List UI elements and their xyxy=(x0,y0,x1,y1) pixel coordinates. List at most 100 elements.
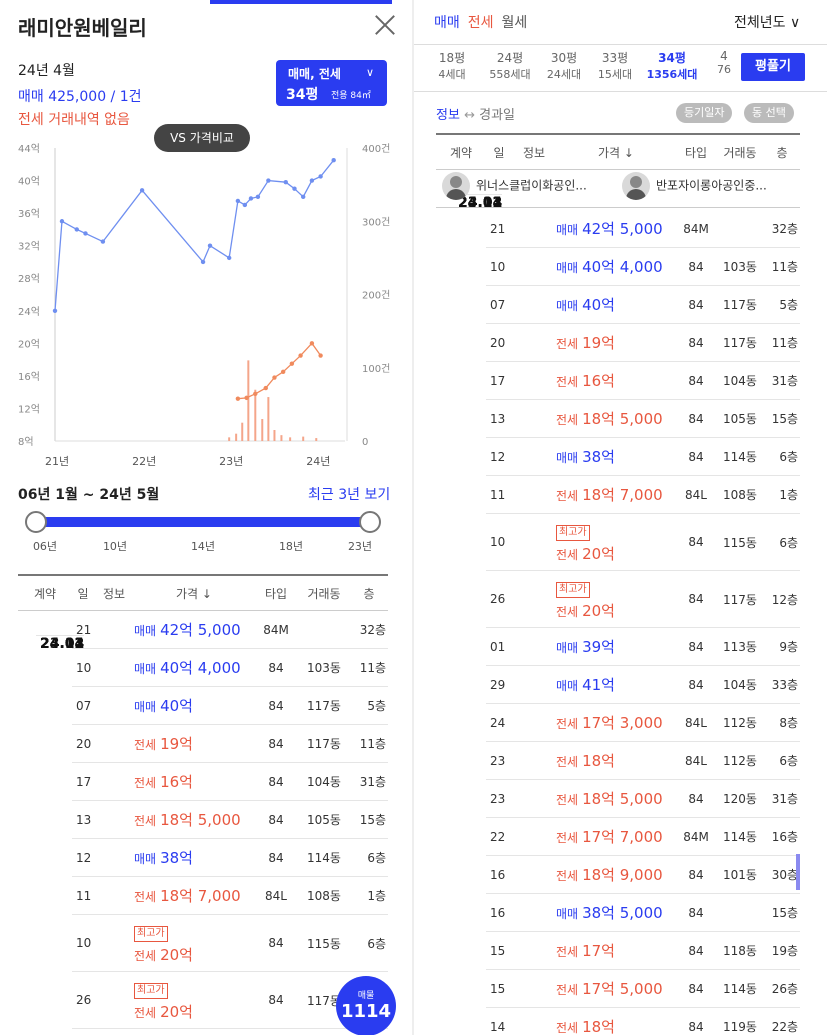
table-row[interactable]: 23 전세 18억 84L 112동 6층 xyxy=(436,741,800,780)
table-row[interactable]: 16 매매 38억 5,000 84 15층 xyxy=(436,893,800,932)
table-row[interactable]: 14 전세 18억 84 119동 22층 xyxy=(436,1007,800,1035)
unit-type: 84 xyxy=(254,762,298,801)
info-cell xyxy=(94,686,134,725)
pyeong-option[interactable]: 4 76 xyxy=(714,49,734,76)
table-row[interactable]: 11 전세 18억 7,000 84L 108동 1층 xyxy=(18,876,388,915)
household-count: 1356세대 xyxy=(646,68,698,81)
info-cell xyxy=(94,876,134,915)
floor: 11층 xyxy=(350,648,388,687)
listings-fab[interactable]: 매물 1114 xyxy=(336,976,396,1035)
building-dong: 103동 xyxy=(298,648,350,687)
table-row[interactable]: 24 전세 17억 3,000 84L 112동 8층 xyxy=(436,703,800,742)
right-col-header: 층 xyxy=(764,133,800,170)
slider-start-handle[interactable] xyxy=(25,511,47,533)
table-row[interactable]: 15 전세 17억 5,000 84 114동 26층 xyxy=(436,969,800,1008)
trade-kind: 전세 xyxy=(556,547,579,562)
pyeong-option[interactable]: 24평 558세대 xyxy=(480,49,540,82)
info-cell xyxy=(512,437,556,476)
floor: 26층 xyxy=(764,969,800,1008)
info-cell xyxy=(94,838,134,877)
scroll-indicator[interactable] xyxy=(796,854,800,890)
year-select[interactable]: 전체년도 ∨ xyxy=(734,12,800,32)
right-col-header[interactable]: 가격 ↓ xyxy=(556,133,676,170)
table-row[interactable]: 10 최고가 전세 20억 84 115동 6층 xyxy=(436,513,800,571)
recent-3y-link[interactable]: 최근 3년 보기 xyxy=(308,487,391,503)
price-chart[interactable]: 44억 40억 36억 32억 28억 24억 20억 16억 12억 8억 400건 300건 200… xyxy=(0,136,412,472)
building-dong: 120동 xyxy=(716,779,764,818)
left-col-header: 정보 xyxy=(94,574,134,611)
price-value: 16억 xyxy=(160,773,193,791)
table-row[interactable]: 24.03 10 매매 40억 4,000 84 103동 11층 xyxy=(436,194,800,286)
right-col-header: 일 xyxy=(486,133,512,170)
chevron-down-icon: ∨ xyxy=(366,66,375,79)
left-col-header[interactable]: 가격 ↓ xyxy=(134,574,254,611)
table-row[interactable]: 22 전세 17억 7,000 84M 114동 16층 xyxy=(436,817,800,856)
table-row[interactable]: 01 매매 39억 84 113동 9층 xyxy=(436,627,800,666)
info-cell xyxy=(94,914,134,972)
series-point-0 xyxy=(100,239,106,244)
price-value: 20억 xyxy=(582,544,615,563)
table-row[interactable]: 12 매매 38억 84 114동 6층 xyxy=(436,437,800,476)
table-row[interactable]: 24.04 21 매매 42억 5,000 84M 32층 xyxy=(18,610,388,652)
y-left-tick-label: 16억 xyxy=(18,371,40,383)
floor: 12층 xyxy=(764,570,800,628)
table-row[interactable]: 16 전세 18억 9,000 84 101동 30층 xyxy=(436,855,800,894)
pyeong-option[interactable]: 30평 24세대 xyxy=(534,49,594,82)
building-dong: 103동 xyxy=(716,247,764,286)
price-cell: 매매 41억 xyxy=(556,665,676,704)
table-row[interactable]: 11 전세 18억 7,000 84L 108동 1층 xyxy=(436,475,800,514)
table-row[interactable]: 24.04 21 매매 42억 5,000 84M 32층 xyxy=(436,194,800,248)
table-row[interactable]: 24.01 20 전세 19억 84 117동 11층 xyxy=(436,194,800,362)
building-dong: 104동 xyxy=(716,665,764,704)
table-row[interactable]: 24.01 20 전세 19억 84 117동 11층 xyxy=(18,635,388,763)
building-dong xyxy=(298,610,350,649)
table-row[interactable]: 15 전세 17억 84 118동 19층 xyxy=(436,931,800,970)
type-area-selector[interactable]: 매매, 전세 ∨ 34평 전용 84㎡ xyxy=(276,60,387,106)
agent-2[interactable]: 반포자이롱아공인중... xyxy=(622,172,767,200)
pyeong-size: 33평 xyxy=(601,51,629,65)
agent-1[interactable]: 위너스클럽이화공인... xyxy=(442,172,587,200)
contract-day: 11 xyxy=(486,475,512,514)
close-icon[interactable] xyxy=(374,14,396,36)
trade-kind: 전세 xyxy=(556,831,579,845)
table-row[interactable]: 23 전세 18억 5,000 84 120동 31층 xyxy=(436,779,800,818)
info-cell xyxy=(512,703,556,742)
table-row[interactable]: 23.11 29 매매 41억 84 104동 33층 xyxy=(436,194,800,704)
table-row[interactable]: 17 전세 16억 84 104동 31층 xyxy=(18,762,388,801)
tab-2[interactable]: 월세 xyxy=(501,15,528,31)
y-right-tick-label: 400건 xyxy=(362,143,390,155)
right-panel: 매매 전세 월세 전체년도 ∨ 4 76 34평 1356세대 33평 15세대 30평 24세대… xyxy=(414,0,827,1035)
slider-end-handle[interactable] xyxy=(359,511,381,533)
tab-0[interactable]: 매매 xyxy=(434,15,460,31)
table-row[interactable]: 24.02 07 매매 40억 84 117동 5층 xyxy=(18,635,388,725)
period-slider-track[interactable] xyxy=(36,517,370,527)
household-count: 15세대 xyxy=(597,68,633,81)
table-row[interactable]: 13 전세 18억 5,000 84 105동 15층 xyxy=(18,800,388,839)
left-col-header: 타입 xyxy=(254,574,298,611)
unit-type: 84 xyxy=(254,800,298,839)
pyeong-expand-button[interactable]: 평풀기 xyxy=(741,53,805,81)
table-row[interactable]: 24.02 07 매매 40억 84 117동 5층 xyxy=(436,194,800,324)
dong-select-chip[interactable]: 동 선택 xyxy=(744,103,794,123)
info-toggle[interactable]: 정보 ↔ 경과일 xyxy=(436,104,515,123)
table-row[interactable]: 10 최고가 전세 20억 84 115동 6층 xyxy=(18,914,388,972)
table-row[interactable]: 12 매매 38억 84 114동 6층 xyxy=(18,838,388,877)
series-point-0 xyxy=(331,158,336,163)
contract-day: 17 xyxy=(72,762,94,801)
pyeong-size: 18평 xyxy=(438,51,466,65)
contract-day: 07 xyxy=(72,686,94,725)
table-row[interactable]: 24.03 10 매매 40억 4,000 84 103동 11층 xyxy=(18,635,388,687)
vs-compare-button[interactable]: VS 가격비교 xyxy=(154,124,250,152)
pyeong-option[interactable]: 33평 15세대 xyxy=(585,49,645,82)
tab-1[interactable]: 전세 xyxy=(467,15,494,31)
price-value: 40억 4,000 xyxy=(582,258,663,276)
table-row[interactable]: 13 전세 18억 5,000 84 105동 15층 xyxy=(436,399,800,438)
pyeong-option[interactable]: 34평 1356세대 xyxy=(642,49,702,82)
pyeong-option[interactable]: 18평 4세대 xyxy=(422,49,482,82)
building-dong: 108동 xyxy=(298,876,350,915)
registration-date-chip[interactable]: 등기일자 xyxy=(676,103,733,123)
table-row[interactable]: 17 전세 16억 84 104동 31층 xyxy=(436,361,800,400)
trade-kind: 전세 xyxy=(556,755,579,769)
